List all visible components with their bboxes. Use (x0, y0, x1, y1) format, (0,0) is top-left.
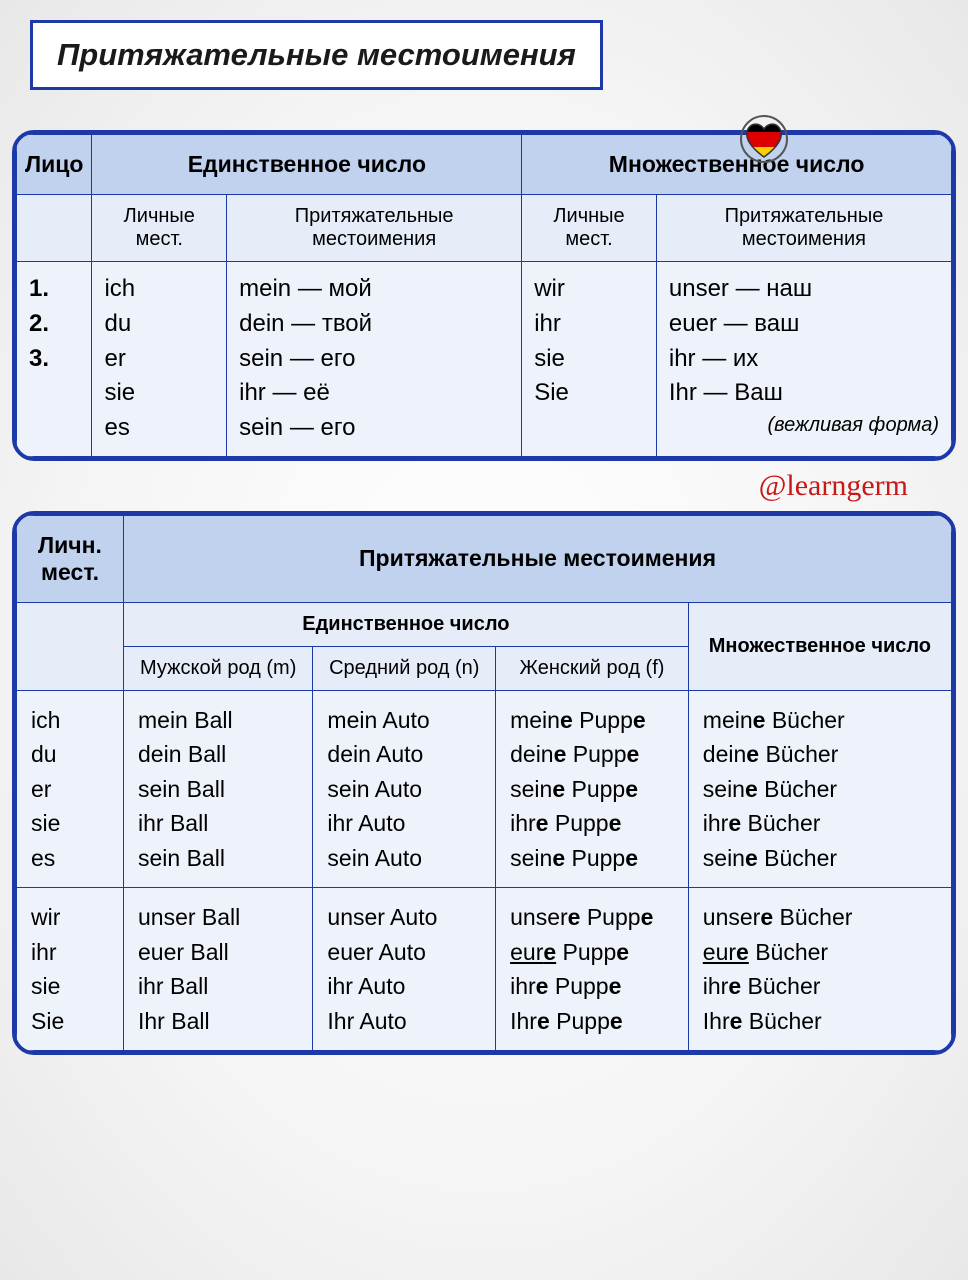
block1-n: mein Autodein Autosein Autoihr Autosein … (313, 690, 496, 888)
sub-poss-plur: Притяжательные местоимения (656, 195, 951, 262)
page-title: Притяжательные местоимения (30, 20, 603, 90)
sub-plural: Множественное число (688, 602, 951, 690)
plur-personal: wirihrsieSie (522, 262, 657, 457)
sing-poss: mein — мойdein — твойsein — егоihr — еёs… (227, 262, 522, 457)
sub-singular: Единственное число (124, 602, 689, 646)
col-person: Лицо (17, 135, 92, 195)
block2-pers: wirihrsieSie (17, 888, 124, 1051)
block2-n: unser Autoeuer Autoihr AutoIhr Auto (313, 888, 496, 1051)
block1-f: meine Puppedeine Puppeseine Puppeihre Pu… (496, 690, 689, 888)
col-masc: Мужской род (m) (124, 646, 313, 690)
pronoun-overview-table: Лицо Единственное число Множественное чи… (12, 130, 956, 461)
col-singular: Единственное число (92, 135, 522, 195)
col-plural: Множественное число (522, 135, 952, 195)
sub-personal-sing: Личные мест. (92, 195, 227, 262)
block2-p: unsere Büchereure Bücherihre BücherIhre … (688, 888, 951, 1051)
sing-personal: ichduersiees (92, 262, 227, 457)
blank-cell (17, 195, 92, 262)
col-fem: Женский род (f) (496, 646, 689, 690)
attribution: @learngerm (0, 469, 968, 503)
german-flag-icon (740, 115, 788, 163)
sub-personal-plur: Личные мест. (522, 195, 657, 262)
block1-p: meine Bücherdeine Bücherseine Bücherihre… (688, 690, 951, 888)
sub-poss-sing: Притяжательные местоимения (227, 195, 522, 262)
block2-f: unsere Puppeeure Puppeihre PuppeIhre Pup… (496, 888, 689, 1051)
col-neut: Средний род (n) (313, 646, 496, 690)
block2-m: unser Balleuer Ballihr BallIhr Ball (124, 888, 313, 1051)
col-pers-pron: Личн. мест. (17, 515, 124, 602)
person-cells: 1.2.3. (17, 262, 92, 457)
blank (17, 602, 124, 690)
col-poss-pron: Притяжательные местоимения (124, 515, 952, 602)
block1-pers: ichduersiees (17, 690, 124, 888)
block1-m: mein Balldein Ballsein Ballihr Ballsein … (124, 690, 313, 888)
plur-poss: unser — нашeuer — вашihr — ихIhr — Ваш(в… (656, 262, 951, 457)
declension-table: Личн. мест. Притяжательные местоимения Е… (12, 511, 956, 1056)
